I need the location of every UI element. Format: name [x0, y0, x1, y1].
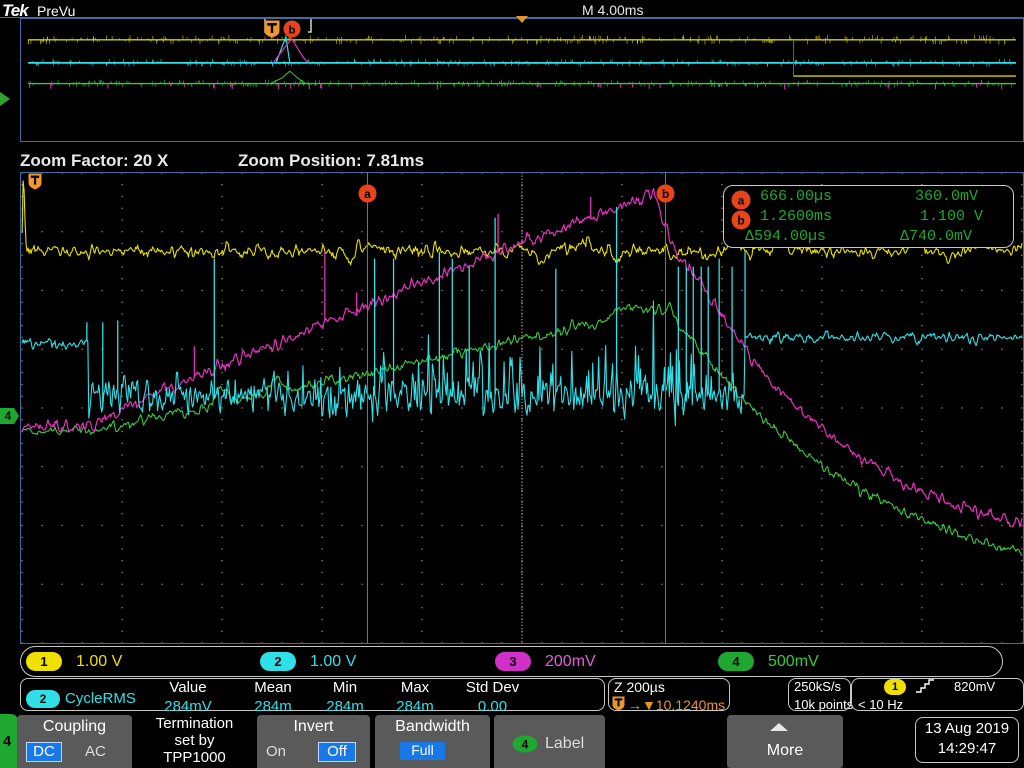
svg-text:a: a	[364, 187, 371, 201]
svg-text:4: 4	[522, 738, 529, 752]
svg-text:b: b	[662, 187, 669, 201]
svg-text:b: b	[289, 25, 296, 37]
svg-text:4: 4	[3, 733, 12, 750]
svg-text:b: b	[737, 214, 744, 228]
svg-text:4: 4	[5, 409, 12, 423]
svg-text:a: a	[738, 194, 745, 208]
